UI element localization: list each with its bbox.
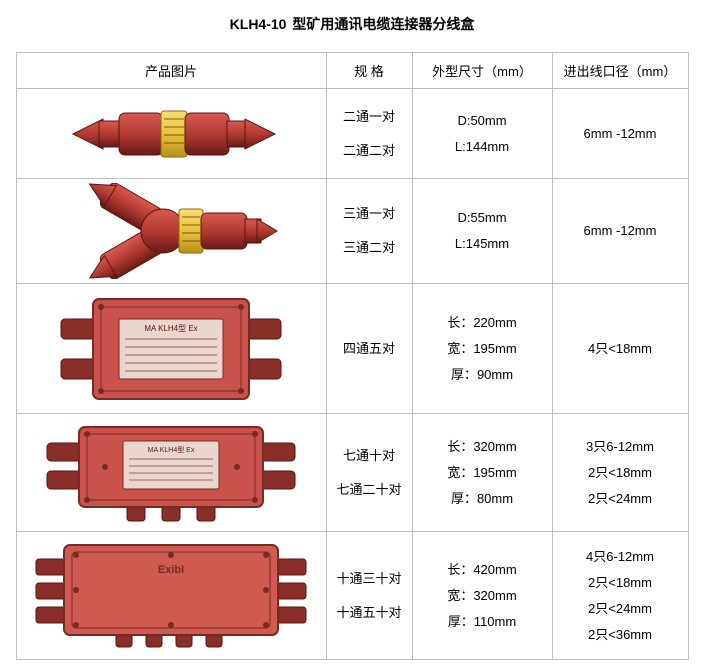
hole-line: 2只<18mm <box>559 570 682 596</box>
hole-cell: 3只6-12mm 2只<18mm 2只<24mm <box>552 414 688 532</box>
hole-line: 6mm -12mm <box>559 121 682 147</box>
dim-line: D:55mm <box>419 205 546 231</box>
dim-line: 宽：320mm <box>419 583 546 609</box>
junction-box-10-icon: ExibI <box>26 537 316 655</box>
spec-line: 二通一对 <box>333 100 406 134</box>
table-row: MA KLH4型 Ex 七通十对 七通二十对 长：320mm 宽：195mm <box>16 414 688 532</box>
spec-line: 七通十对 <box>333 439 406 473</box>
dim-line: 厚：110mm <box>419 609 546 635</box>
spec-line: 十通三十对 <box>333 562 406 596</box>
th-image: 产品图片 <box>16 53 326 89</box>
dim-line: 长：220mm <box>419 310 546 336</box>
hole-cell: 4只<18mm <box>552 284 688 414</box>
dim-line: 长：320mm <box>419 434 546 460</box>
table-row: 二通一对 二通二对 D:50mm L:144mm 6mm -12mm <box>16 89 688 179</box>
product-image-cell <box>16 89 326 179</box>
dim-cell: D:55mm L:145mm <box>412 179 552 284</box>
junction-box-4-icon: MA KLH4型 Ex <box>41 289 301 409</box>
hole-line: 6mm -12mm <box>559 218 682 244</box>
spec-cell: 二通一对 二通二对 <box>326 89 412 179</box>
spec-line: 三通二对 <box>333 231 406 265</box>
th-dim: 外型尺寸（mm） <box>412 53 552 89</box>
y-connector-icon <box>51 183 291 279</box>
hole-cell: 6mm -12mm <box>552 89 688 179</box>
table-row: MA KLH4型 Ex 四通五对 长：220mm 宽：195mm 厚：90mm <box>16 284 688 414</box>
dim-line: D:50mm <box>419 108 546 134</box>
spec-line: 二通二对 <box>333 134 406 168</box>
product-image-cell: MA KLH4型 Ex <box>16 414 326 532</box>
dim-line: 厚：80mm <box>419 486 546 512</box>
dim-cell: 长：420mm 宽：320mm 厚：110mm <box>412 532 552 660</box>
svg-text:MA KLH4型 Ex: MA KLH4型 Ex <box>148 445 195 454</box>
dim-cell: D:50mm L:144mm <box>412 89 552 179</box>
product-image-cell <box>16 179 326 284</box>
product-image-cell: MA KLH4型 Ex <box>16 284 326 414</box>
hole-line: 2只<18mm <box>559 460 682 486</box>
dim-line: L:145mm <box>419 231 546 257</box>
th-hole: 进出线口径（mm） <box>552 53 688 89</box>
table-row: ExibI 十通三十对 十通五十对 长：420mm 宽：320mm 厚：110m… <box>16 532 688 660</box>
spec-line: 十通五十对 <box>333 596 406 630</box>
product-table: 产品图片 规 格 外型尺寸（mm） 进出线口径（mm） <box>16 52 689 660</box>
hole-cell: 6mm -12mm <box>552 179 688 284</box>
dim-line: 宽：195mm <box>419 336 546 362</box>
hole-line: 2只<24mm <box>559 486 682 512</box>
dim-cell: 长：320mm 宽：195mm 厚：80mm <box>412 414 552 532</box>
spec-line: 四通五对 <box>333 332 406 366</box>
hole-line: 4只<18mm <box>559 336 682 362</box>
spec-line: 三通一对 <box>333 197 406 231</box>
hole-line: 2只<24mm <box>559 596 682 622</box>
table-header-row: 产品图片 规 格 外型尺寸（mm） 进出线口径（mm） <box>16 53 688 89</box>
svg-text:MA KLH4型 Ex: MA KLH4型 Ex <box>144 324 197 333</box>
hole-line: 4只6-12mm <box>559 544 682 570</box>
dim-cell: 长：220mm 宽：195mm 厚：90mm <box>412 284 552 414</box>
product-image-cell: ExibI <box>16 532 326 660</box>
junction-box-7-icon: MA KLH4型 Ex <box>31 419 311 527</box>
hole-line: 2只<36mm <box>559 622 682 648</box>
page-title: KLH4-10 型矿用通讯电缆连接器分线盒 <box>0 0 704 52</box>
straight-connector-icon <box>51 99 291 169</box>
dim-line: 宽：195mm <box>419 460 546 486</box>
spec-cell: 三通一对 三通二对 <box>326 179 412 284</box>
hole-cell: 4只6-12mm 2只<18mm 2只<24mm 2只<36mm <box>552 532 688 660</box>
spec-cell: 七通十对 七通二十对 <box>326 414 412 532</box>
hole-line: 3只6-12mm <box>559 434 682 460</box>
table-row: 三通一对 三通二对 D:55mm L:145mm 6mm -12mm <box>16 179 688 284</box>
spec-cell: 四通五对 <box>326 284 412 414</box>
dim-line: L:144mm <box>419 134 546 160</box>
dim-line: 厚：90mm <box>419 362 546 388</box>
svg-text:ExibI: ExibI <box>158 564 184 576</box>
spec-cell: 十通三十对 十通五十对 <box>326 532 412 660</box>
dim-line: 长：420mm <box>419 557 546 583</box>
spec-line: 七通二十对 <box>333 473 406 507</box>
th-spec: 规 格 <box>326 53 412 89</box>
